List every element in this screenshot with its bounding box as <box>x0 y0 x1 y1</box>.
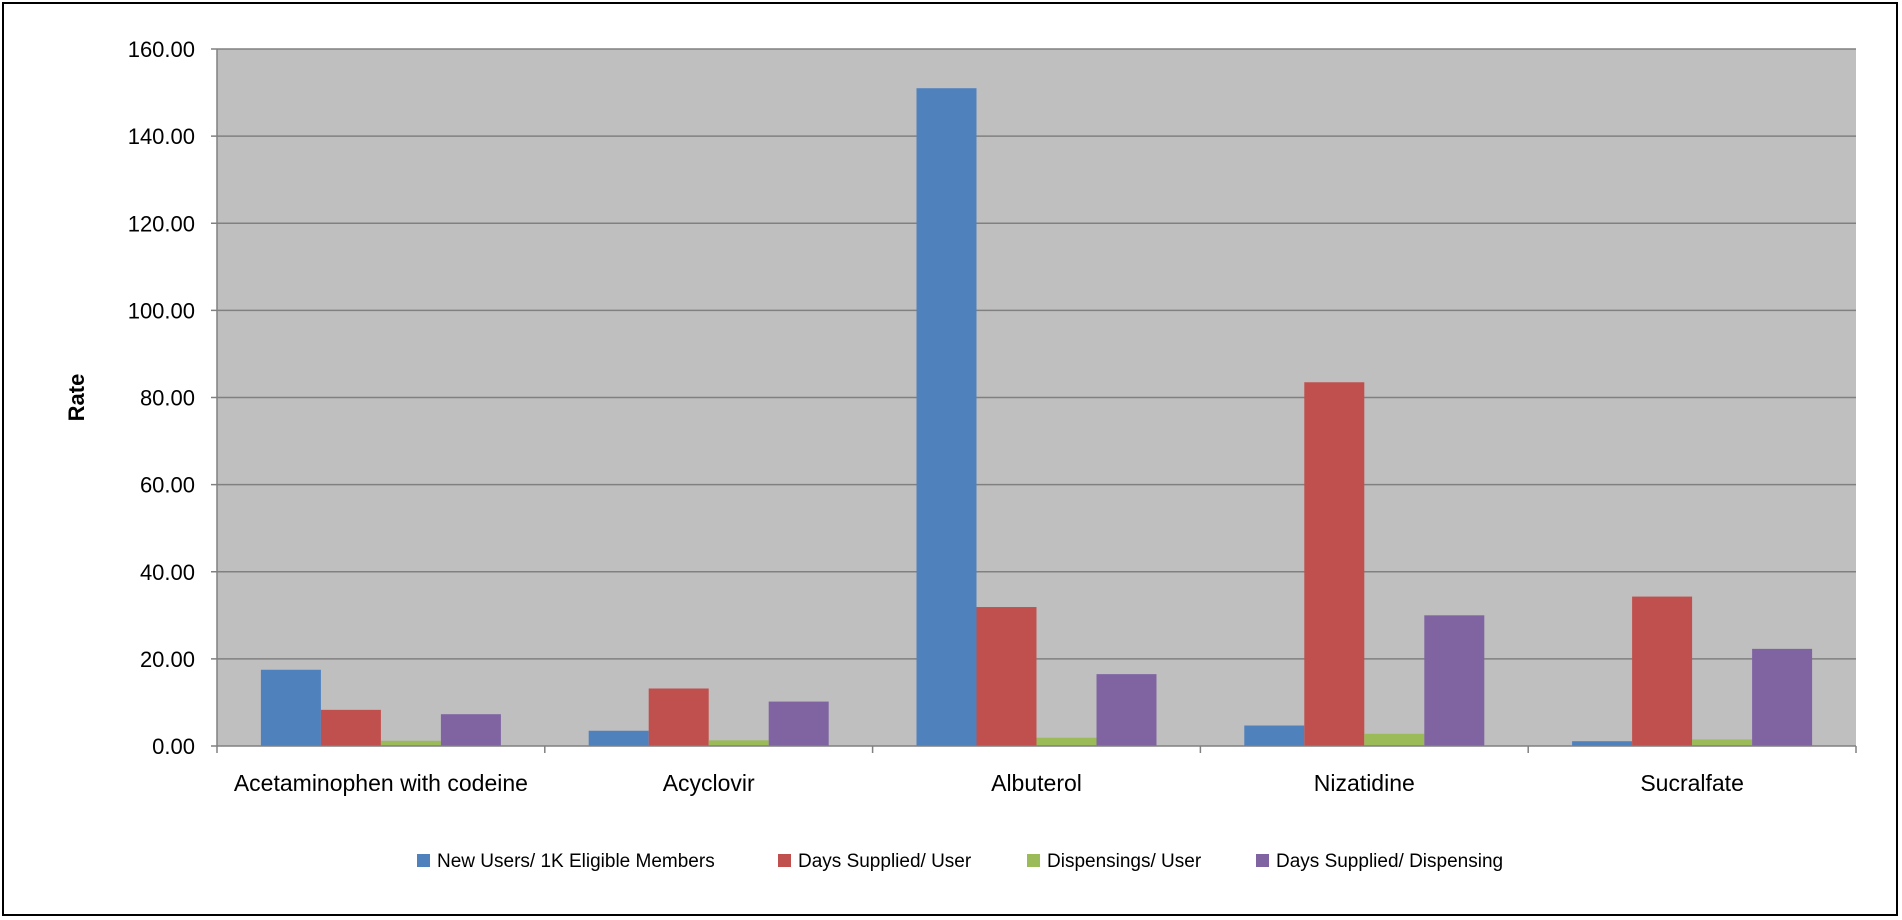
bar-dispensings-user-4 <box>1692 739 1753 746</box>
axes: 0.00 20.00 40.00 60.00 80.00 100.00 120.00 140.… <box>128 37 1857 796</box>
y-tick-label: 60.00 <box>140 473 195 498</box>
legend-item: Days Supplied/ User <box>778 851 972 872</box>
bars <box>260 88 1813 747</box>
bar-days-supplied-dispensing-2 <box>1096 674 1157 746</box>
legend-swatch <box>778 854 791 867</box>
gridlines <box>217 48 1856 660</box>
y-tick-label: 40.00 <box>140 560 195 585</box>
bar-new-users-1k-eligible-members-2 <box>916 88 977 747</box>
bar-new-users-1k-eligible-members-4 <box>1572 741 1633 746</box>
bar-chart: 0.00 20.00 40.00 60.00 80.00 100.00 120.00 140.… <box>64 37 1857 872</box>
legend-label: Dispensings/ User <box>1047 851 1202 872</box>
bar-new-users-1k-eligible-members-3 <box>1244 725 1305 746</box>
bar-dispensings-user-2 <box>1036 737 1097 746</box>
x-category-label: Acetaminophen with codeine <box>234 770 528 796</box>
x-category-label: Acyclovir <box>663 770 755 796</box>
legend-swatch <box>1027 854 1040 867</box>
bar-days-supplied-dispensing-4 <box>1752 648 1813 746</box>
x-category-label: Sucralfate <box>1640 770 1744 796</box>
bar-days-supplied-dispensing-0 <box>440 714 501 746</box>
y-tick-label: 100.00 <box>128 298 195 323</box>
y-axis-title: Rate <box>64 374 89 422</box>
bar-days-supplied-dispensing-3 <box>1424 615 1485 746</box>
legend-label: Days Supplied/ Dispensing <box>1276 851 1503 872</box>
legend-item: New Users/ 1K Eligible Members <box>417 851 715 872</box>
y-tick-label: 120.00 <box>128 211 195 236</box>
y-tick-label: 80.00 <box>140 386 195 411</box>
bar-days-supplied-user-3 <box>1304 382 1365 746</box>
bar-new-users-1k-eligible-members-1 <box>588 730 649 746</box>
bar-dispensings-user-0 <box>380 740 441 746</box>
legend-label: Days Supplied/ User <box>798 851 972 872</box>
x-category-label: Albuterol <box>991 770 1082 796</box>
legend-swatch <box>1256 854 1269 867</box>
bar-dispensings-user-1 <box>708 740 769 746</box>
legend-item: Dispensings/ User <box>1027 851 1202 872</box>
y-tick-label: 0.00 <box>152 734 195 759</box>
x-category-label: Nizatidine <box>1314 770 1415 796</box>
legend-item: Days Supplied/ Dispensing <box>1256 851 1503 872</box>
legend-label: New Users/ 1K Eligible Members <box>437 851 715 872</box>
legend-swatch <box>417 854 430 867</box>
bar-days-supplied-user-1 <box>648 688 709 746</box>
bar-new-users-1k-eligible-members-0 <box>260 669 321 746</box>
y-tick-label: 160.00 <box>128 37 195 62</box>
y-tick-label: 20.00 <box>140 647 195 672</box>
bar-days-supplied-user-2 <box>976 607 1037 746</box>
legend: New Users/ 1K Eligible Members Days Suppl… <box>417 851 1503 872</box>
bar-days-supplied-user-4 <box>1632 596 1693 746</box>
bar-dispensings-user-3 <box>1364 733 1425 746</box>
y-tick-label: 140.00 <box>128 124 195 149</box>
bar-days-supplied-dispensing-1 <box>768 701 829 746</box>
bar-days-supplied-user-0 <box>320 709 381 746</box>
